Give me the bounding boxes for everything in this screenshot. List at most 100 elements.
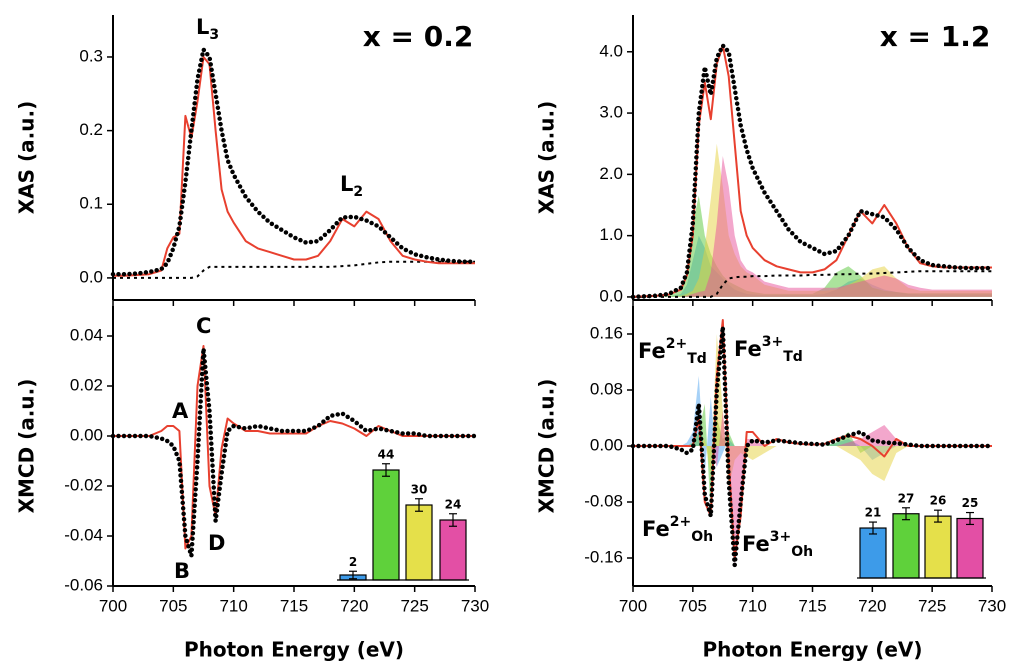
annotation-text: Fe [638, 339, 666, 363]
line [630, 324, 995, 568]
x-axis-label: Photon Energy (eV) [702, 638, 922, 662]
inset-value-label: 27 [898, 491, 915, 505]
annotation-text: B [174, 559, 190, 583]
inset-bar [892, 513, 920, 579]
y-tick-label: 0.3 [79, 46, 103, 65]
x-tick-label: 720 [858, 596, 886, 615]
y-tick-label: 0.00 [70, 425, 103, 444]
annotation-sub: Td [687, 351, 707, 367]
x-tick-label: 725 [400, 596, 428, 615]
annotation-sup: 2+ [670, 514, 691, 530]
error-bar [349, 570, 357, 580]
inset-bar [956, 517, 984, 579]
line [113, 345, 475, 550]
annotation: Fe2+Td [638, 336, 707, 367]
annotation-text: A [172, 399, 189, 423]
y-tick-label: 0.0 [599, 286, 623, 305]
annotation: Fe3+Oh [742, 529, 813, 560]
error-bar [934, 509, 942, 523]
annotation-sub: 3 [209, 27, 219, 43]
error-bar [966, 511, 974, 526]
x-tick-label: 725 [918, 596, 946, 615]
y-tick-label: -0.02 [64, 475, 103, 494]
annotation-text: D [208, 531, 225, 555]
annotation: A [172, 399, 189, 423]
error-bar [902, 507, 910, 521]
area [633, 195, 992, 297]
line [633, 270, 992, 298]
x-tick-label: 720 [340, 596, 368, 615]
panel: 0.0 1.0 2.0 3.0 4.0 XAS (a.u.) x = 1.2 [535, 15, 995, 306]
annotation: D [208, 531, 225, 555]
annotation-text: L [196, 15, 209, 39]
annotation: Fe2+Oh [642, 514, 713, 545]
annotation-text: Fe [734, 337, 762, 361]
inset-value-label: 21 [865, 506, 882, 520]
x-tick-label: 715 [798, 596, 826, 615]
y-tick-label: 2.0 [599, 164, 623, 183]
inset-bar [405, 504, 433, 581]
x-tick-label: 700 [99, 596, 127, 615]
line [113, 56, 475, 277]
y-tick-label: 0.0 [79, 267, 103, 286]
area [633, 376, 992, 474]
panel-title: x = 1.2 [880, 20, 991, 53]
panel-title: x = 0.2 [363, 20, 474, 53]
inset-value-label: 44 [378, 447, 395, 461]
x-tick-label: 705 [679, 596, 707, 615]
y-tick-label: 0.1 [79, 194, 103, 213]
inset-bar [859, 527, 887, 579]
y-tick-label: -0.04 [64, 525, 103, 544]
annotation-sup: 2+ [666, 336, 687, 352]
inset-bar [372, 469, 400, 581]
y-tick-label: 4.0 [599, 41, 623, 60]
annotation-sub: 2 [353, 184, 363, 200]
inset-value-label: 2 [349, 555, 357, 569]
y-tick-label: 0.08 [590, 379, 623, 398]
x-tick-label: 710 [738, 596, 766, 615]
x-tick-label: 700 [619, 596, 647, 615]
line [630, 43, 995, 300]
x-tick-label: 715 [280, 596, 308, 615]
annotation: B [174, 559, 190, 583]
panel: -0.06 -0.04 -0.02 0.00 0.02 0.04 700 705 710 715 7… [15, 306, 489, 662]
y-tick-label: 0.02 [70, 375, 103, 394]
y-axis-label: XMCD (a.u.) [535, 379, 559, 514]
y-tick-label: 1.0 [599, 225, 623, 244]
y-tick-label: -0.06 [64, 575, 103, 594]
x-tick-label: 730 [978, 596, 1006, 615]
x-tick-label: 705 [159, 596, 187, 615]
inset-value-label: 25 [962, 496, 979, 510]
annotation-sub: Oh [691, 529, 713, 545]
annotation-text: C [196, 314, 211, 338]
y-tick-label: 0.16 [590, 323, 623, 342]
area [633, 156, 992, 297]
x-tick-label: 730 [461, 596, 489, 615]
annotation-text: L [340, 172, 353, 196]
area [633, 334, 992, 488]
panel: -0.16 -0.08 0.00 0.08 0.16 700 705 710 715 720 725… [535, 306, 1006, 662]
inset-bar [439, 519, 467, 581]
error-bar [449, 513, 457, 527]
line [110, 346, 478, 559]
y-tick-label: 3.0 [599, 103, 623, 122]
line [632, 44, 992, 298]
line [113, 260, 475, 279]
annotation-sup: 3+ [762, 334, 783, 350]
annotation: Fe3+Td [734, 334, 803, 365]
x-tick-label: 710 [219, 596, 247, 615]
x-axis-label: Photon Energy (eV) [184, 638, 404, 662]
annotation: L3 [196, 15, 219, 43]
y-tick-label: 0.04 [70, 325, 103, 344]
annotation: L2 [340, 172, 363, 200]
y-tick-label: 0.00 [590, 435, 623, 454]
inset-value-label: 30 [411, 482, 428, 496]
error-bar [869, 521, 877, 535]
inset-value-label: 24 [445, 497, 462, 511]
y-axis-label: XAS (a.u.) [535, 101, 559, 214]
y-tick-label: -0.08 [584, 491, 623, 510]
y-axis-label: XAS (a.u.) [15, 101, 39, 214]
annotation-text: Fe [642, 517, 670, 541]
